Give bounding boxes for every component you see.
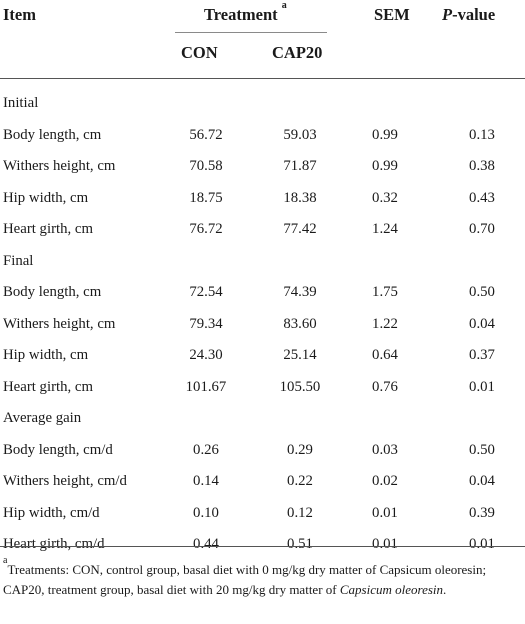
header-item: Item (3, 5, 36, 24)
cell-sem: 1.24 (372, 221, 398, 237)
cell-cap20: 25.14 (283, 347, 317, 363)
treatment-subheader-rule (175, 32, 327, 33)
cell-con: 56.72 (189, 126, 223, 143)
cell-con: 79.34 (189, 315, 223, 332)
header-con: CON (181, 43, 218, 62)
cell-p-value: 0.04 (469, 473, 495, 489)
table-footnote: aTreatments: CON, control group, basal d… (3, 555, 521, 600)
cell-p-value: 0.50 (469, 284, 495, 300)
section-title: Final (3, 252, 34, 269)
cell-sem: 1.22 (372, 315, 398, 332)
cell-con: 0.10 (193, 504, 219, 521)
header-treatment-superscript: a (281, 0, 287, 11)
header-p-value: P-value (442, 5, 495, 25)
cell-cap20: 71.87 (283, 158, 317, 174)
cell-item: Hip width, cm (3, 347, 89, 363)
cell-cap20: 77.42 (283, 221, 317, 237)
cell-con: 18.75 (189, 189, 223, 206)
header-treatment-label: Treatment (204, 5, 278, 24)
cell-p-value: 0.01 (469, 378, 495, 395)
cell-p-value: 0.13 (469, 126, 495, 143)
cell-cap20: 105.50 (279, 378, 321, 395)
cell-item: Heart girth, cm (3, 221, 93, 237)
cell-item: Withers height, cm (3, 158, 116, 174)
cell-item: Body length, cm (3, 284, 102, 300)
cell-con: 0.14 (193, 473, 219, 489)
cell-p-value: 0.39 (469, 504, 495, 521)
section-title: Initial (3, 95, 39, 111)
cell-con: 101.67 (185, 378, 227, 395)
footnote-end: . (443, 582, 447, 597)
cell-sem: 0.02 (372, 473, 398, 489)
cell-p-value: 0.38 (469, 158, 495, 174)
cell-cap20: 0.29 (287, 441, 313, 458)
cell-con: 76.72 (189, 221, 223, 237)
cell-item: Body length, cm/d (3, 441, 113, 458)
cell-cap20: 0.51 (287, 536, 313, 552)
cell-p-value: 0.04 (469, 315, 495, 332)
cell-p-value: 0.50 (469, 441, 495, 458)
cell-sem: 0.01 (372, 536, 398, 552)
cell-item: Heart girth, cm/d (3, 536, 105, 552)
cell-p-value: 0.37 (469, 347, 495, 363)
header-p-rest: -value (452, 5, 496, 24)
cell-cap20: 74.39 (283, 284, 317, 300)
cell-sem: 0.99 (372, 158, 398, 174)
cell-cap20: 83.60 (283, 315, 317, 332)
cell-cap20: 0.22 (287, 473, 313, 489)
cell-cap20: 0.12 (287, 504, 313, 521)
cell-con: 72.54 (189, 284, 223, 300)
cell-sem: 0.03 (372, 441, 398, 458)
cell-item: Body length, cm (3, 126, 102, 143)
cell-sem: 0.32 (372, 189, 398, 206)
cell-item: Hip width, cm/d (3, 504, 100, 521)
header-sem: SEM (374, 5, 410, 24)
cell-item: Hip width, cm (3, 189, 89, 206)
cell-item: Withers height, cm (3, 315, 116, 332)
cell-p-value: 0.43 (469, 189, 495, 206)
cell-sem: 1.75 (372, 284, 398, 300)
header-p-italic: P (442, 5, 453, 24)
section-title: Average gain (3, 410, 82, 426)
header-cap20: CAP20 (272, 43, 323, 62)
cell-con: 0.26 (193, 441, 219, 458)
footnote-marker: a (3, 554, 8, 566)
cell-con: 0.44 (193, 536, 219, 552)
cell-item: Withers height, cm/d (3, 473, 127, 489)
cell-p-value: 0.70 (469, 221, 495, 237)
table-bottom-rule (0, 546, 525, 547)
footnote-italic-text: Capsicum oleoresin (339, 582, 444, 597)
cell-p-value: 0.01 (469, 536, 495, 552)
footnote-text: Treatments: CON, control group, basal di… (3, 562, 487, 597)
cell-sem: 0.99 (372, 126, 398, 143)
header-treatment: Treatment a (204, 0, 287, 25)
cell-cap20: 18.38 (283, 189, 317, 206)
cell-cap20: 59.03 (283, 126, 317, 143)
cell-sem: 0.01 (372, 504, 398, 521)
header-bottom-rule (0, 78, 525, 79)
cell-sem: 0.76 (372, 378, 398, 395)
cell-con: 24.30 (189, 347, 223, 363)
cell-item: Heart girth, cm (3, 378, 93, 395)
cell-con: 70.58 (189, 158, 223, 174)
cell-sem: 0.64 (372, 347, 398, 363)
